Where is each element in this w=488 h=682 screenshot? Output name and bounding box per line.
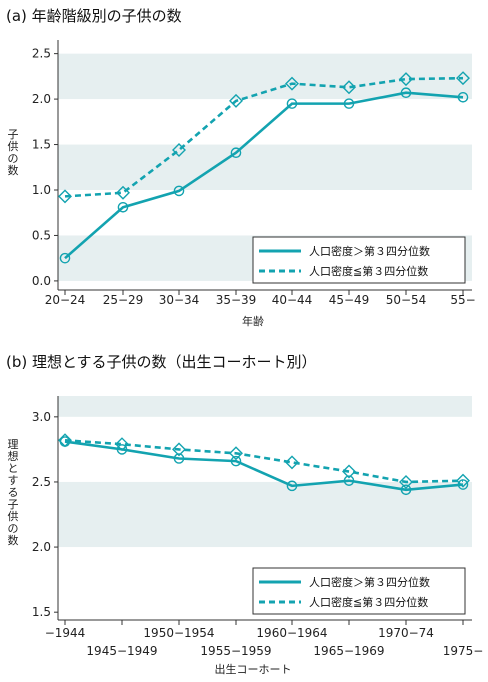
data-point <box>342 80 356 95</box>
data-point <box>285 455 299 470</box>
data-point <box>456 71 470 86</box>
x-tick-label: 55− <box>450 293 475 307</box>
legend-label: 人口密度＞第３四分位数 <box>309 575 430 589</box>
x-axis-label: 年齢 <box>242 314 264 328</box>
x-tick-label: 1970−74 <box>378 626 434 640</box>
series-high-density <box>59 436 469 496</box>
x-tick-label: 40−44 <box>272 293 313 307</box>
x-tick-label: 45−49 <box>329 293 370 307</box>
data-point <box>343 475 355 486</box>
y-tick-label: 2.5 <box>32 47 51 61</box>
data-point <box>58 433 72 448</box>
chart-title: (b) 理想とする子供の数（出生コーホート別） <box>6 353 317 371</box>
x-tick-label: 25−29 <box>103 293 144 307</box>
data-point <box>230 147 242 159</box>
data-point <box>400 484 412 496</box>
x-tick-label: 50−54 <box>386 293 427 307</box>
series-low-density <box>58 71 470 204</box>
legend-box <box>252 236 466 284</box>
x-tick-label: 1975− <box>443 644 484 658</box>
chart-panel-b: (b) 理想とする子供の数（出生コーホート別） 1.5 2.0 2.5 3.0 −1944… <box>6 353 483 676</box>
y-tick-label: 0.0 <box>32 274 51 288</box>
chart-title: (a) 年齢階級別の子供の数 <box>6 7 182 25</box>
y-tick-label: 1.5 <box>32 138 51 152</box>
band <box>58 396 472 417</box>
data-point <box>116 444 128 455</box>
data-point <box>399 72 413 87</box>
y-tick-label: 1.0 <box>32 183 51 197</box>
data-point <box>230 455 242 467</box>
data-point <box>457 479 469 490</box>
x-tick-label: 30−34 <box>159 293 200 307</box>
data-point <box>400 87 412 99</box>
y-tick-label: 0.5 <box>32 228 51 242</box>
data-point <box>342 464 356 479</box>
y-tick-label: 3.0 <box>32 410 51 424</box>
band <box>58 144 472 190</box>
x-tick-label: 1960−1964 <box>256 626 327 640</box>
series-line <box>64 438 464 484</box>
x-tick-label: 1965−1969 <box>313 644 384 658</box>
y-tick-label: 2.0 <box>32 540 51 554</box>
x-tick-label: 1955−1959 <box>200 644 271 658</box>
data-point <box>456 473 470 488</box>
series-line <box>64 76 464 198</box>
data-point <box>173 185 185 197</box>
data-point <box>172 442 186 457</box>
series-line <box>64 91 464 260</box>
x-tick-label: 35−39 <box>216 293 257 307</box>
legend-label: 人口密度≦第３四分位数 <box>309 595 428 609</box>
data-point <box>286 480 298 492</box>
data-point <box>343 98 355 109</box>
data-point <box>58 189 72 204</box>
x-tick-label: −1944 <box>45 626 86 640</box>
series-low-density <box>58 433 470 489</box>
x-tick-label: 1950−1954 <box>143 626 214 640</box>
data-point <box>172 143 186 157</box>
data-point <box>229 446 243 461</box>
y-tick-label: 2.5 <box>32 475 51 489</box>
legend-label: 人口密度＞第３四分位数 <box>309 244 430 258</box>
data-point <box>229 93 243 108</box>
data-point <box>117 201 129 213</box>
chart-panel-a: (a) 年齢階級別の子供の数 0.0 0.5 1.0 1.5 2.0 2.5 20−24 25−… <box>6 7 476 328</box>
series-high-density <box>59 87 469 264</box>
data-point <box>286 98 298 109</box>
x-tick-label: 1945−1949 <box>86 644 157 658</box>
x-tick-label: 20−24 <box>45 293 86 307</box>
series-line <box>64 440 464 492</box>
data-point <box>457 91 469 103</box>
legend-label: 人口密度≦第３四分位数 <box>309 264 428 278</box>
data-point <box>285 76 299 91</box>
y-axis-label: 理想とする子供の数 <box>8 438 19 547</box>
legend-box <box>252 567 466 615</box>
y-tick-label: 2.0 <box>32 92 51 106</box>
y-axis-label: 子供の数 <box>8 128 19 177</box>
x-axis-label: 出生コーホート <box>215 662 292 676</box>
data-point <box>173 453 185 464</box>
data-point <box>59 252 71 264</box>
y-tick-label: 1.5 <box>32 605 51 619</box>
data-point <box>115 437 129 452</box>
data-point <box>116 185 130 200</box>
data-point <box>399 474 413 489</box>
